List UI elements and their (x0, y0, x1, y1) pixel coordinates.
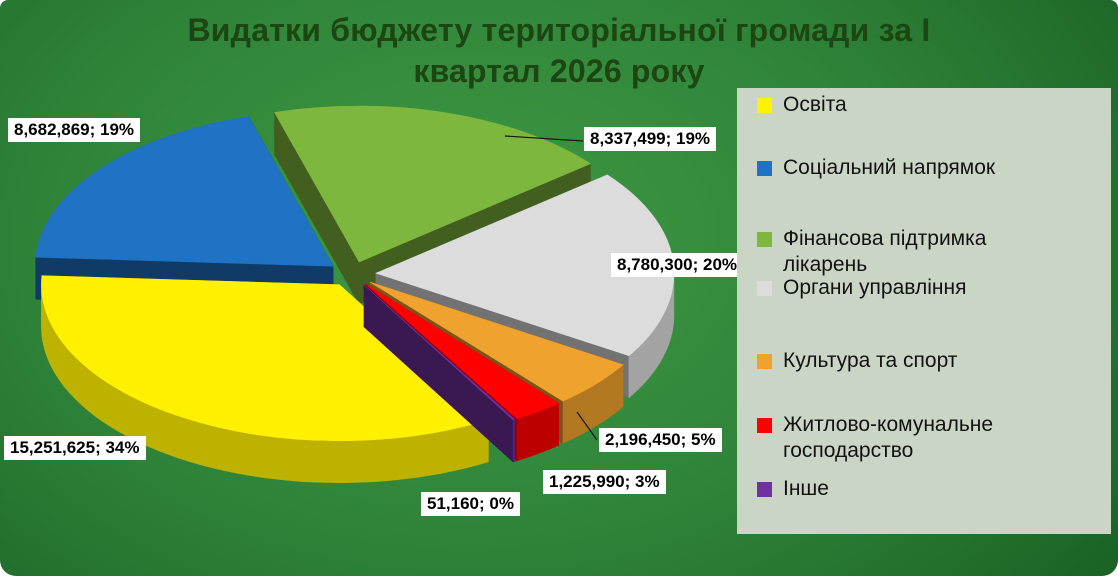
leader-line (576, 411, 598, 441)
pie-slice-2 (274, 105, 592, 263)
legend-label: Соціальний напрямок (783, 156, 996, 179)
legend-item-finansova-pidtrymka-likaren: Фінансова підтримка лікарень (757, 226, 1097, 278)
legend-label: Культура та спорт (783, 349, 958, 372)
pie-label-inshe: 51,160; 0% (421, 492, 520, 516)
legend-swatch-inshe (757, 482, 772, 497)
pie-label-zhytlovo-komunalne: 1,225,990; 3% (543, 470, 666, 494)
pie-slice-rim-6 (512, 418, 516, 463)
pie-slice-1 (35, 116, 334, 267)
legend-swatch-orhany-upravlinnia (757, 281, 772, 296)
chart-title-line1: Видатки бюджету територіальної громади з… (187, 12, 931, 48)
legend-item-kultura-ta-sport: Культура та спорт (757, 348, 1097, 374)
pie-slice-0 (41, 275, 489, 441)
pie-label-orhany: 8,780,300; 20% (611, 253, 744, 277)
chart-title-line2: квартал 2026 року (413, 53, 705, 89)
legend-label: Житлово-комунальне господарство (783, 413, 994, 462)
legend-item-zhytlovo-komunalne-hospodarstvo: Житлово-комунальне господарство (757, 412, 1097, 464)
legend-label: Органи управління (783, 276, 967, 299)
chart-title: Видатки бюджету територіальної громади з… (0, 10, 1118, 92)
legend-label: Фінансова підтримка лікарень (783, 227, 987, 276)
legend-item-sotsialnyi-napriamok: Соціальний напрямок (757, 155, 1097, 181)
legend-swatch-kultura-ta-sport (757, 354, 772, 369)
pie-slice-6 (363, 284, 516, 421)
pie-label-kultura: 2,196,450; 5% (599, 428, 722, 452)
legend: Освіта Соціальний напрямок Фінансова під… (737, 88, 1111, 534)
legend-label: Освіта (783, 93, 847, 116)
legend-swatch-finansova-pidtrymka-likaren (757, 232, 772, 247)
legend-item-inshe: Інше (757, 476, 1097, 502)
pie-slice-4 (370, 281, 624, 402)
legend-item-osvita: Освіта (757, 92, 1097, 118)
pie-slice-5 (365, 283, 560, 420)
legend-label: Інше (783, 477, 829, 500)
legend-swatch-zhytlovo-komunalne-hospodarstvo (757, 418, 772, 433)
legend-item-orhany-upravlinnia: Органи управління (757, 275, 1097, 301)
legend-swatch-osvita (757, 98, 772, 113)
pie-label-sotsialnyi: 8,682,869; 19% (8, 118, 141, 142)
legend-swatch-sotsialnyi-napriamok (757, 161, 772, 176)
leader-line (504, 135, 584, 142)
pie-label-osvita: 15,251,625; 34% (4, 436, 146, 460)
pie-label-finansova: 8,337,499; 19% (584, 127, 717, 151)
